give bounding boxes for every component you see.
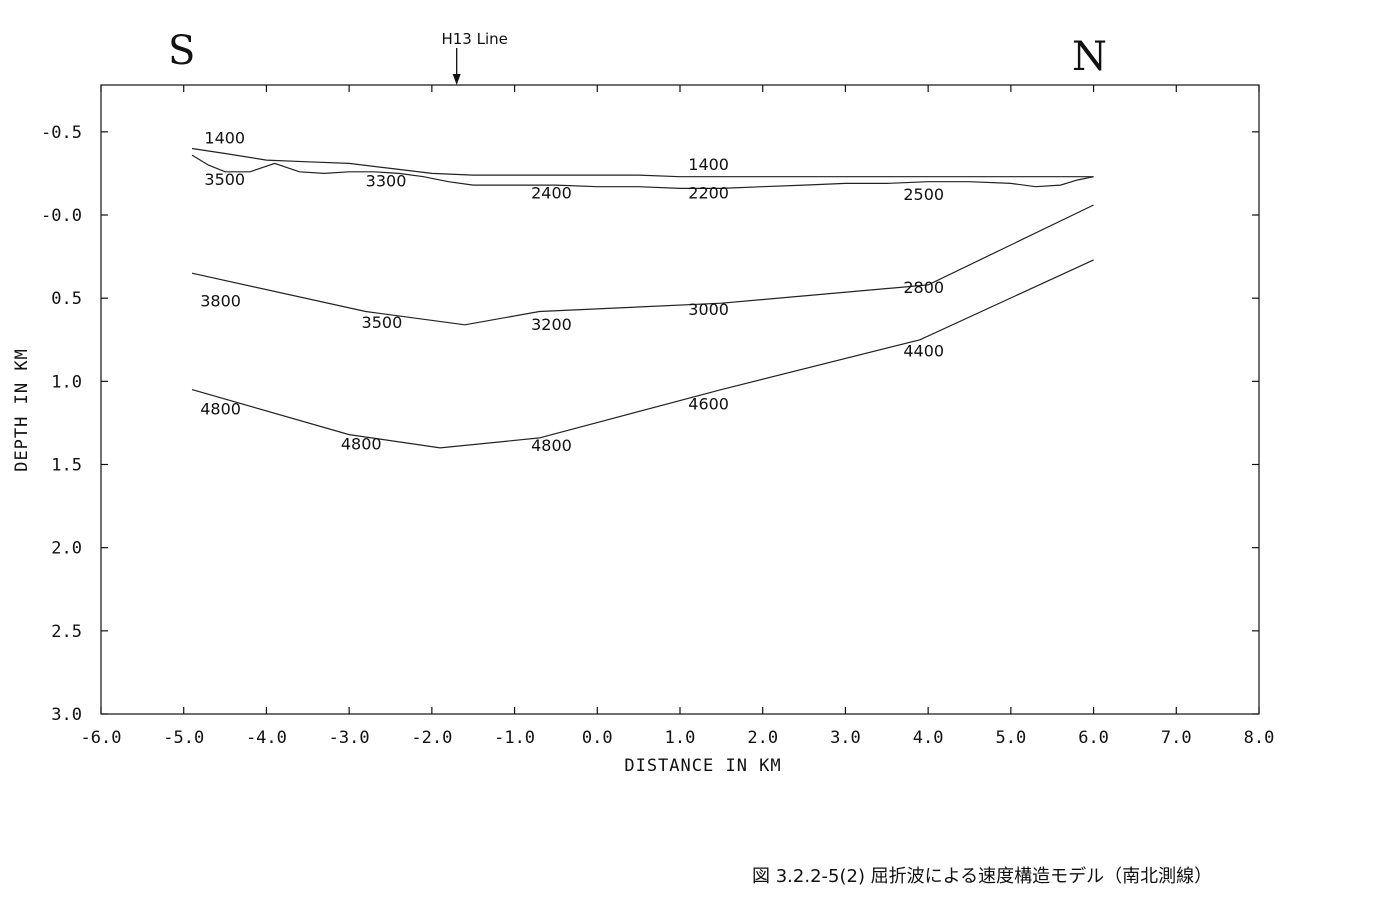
y-tick-label: 2.5 bbox=[51, 622, 82, 642]
x-tick-label: 2.0 bbox=[747, 728, 778, 748]
x-tick-label: -2.0 bbox=[411, 728, 452, 748]
x-tick-label: 8.0 bbox=[1244, 728, 1275, 748]
x-tick-label: 7.0 bbox=[1161, 728, 1192, 748]
y-tick-label: 3.0 bbox=[51, 705, 82, 725]
velocity-label: 3300 bbox=[366, 172, 407, 191]
interface-line-3 bbox=[191, 204, 1094, 326]
x-tick-label: -5.0 bbox=[163, 728, 204, 748]
y-axis: -0.5 -0.0 0.5 1.0 1.5 2.0 2.5 3.0 bbox=[41, 123, 1259, 725]
x-tick-label: 0.0 bbox=[582, 728, 613, 748]
velocity-label: 3200 bbox=[531, 315, 572, 334]
velocity-label: 1400 bbox=[204, 128, 245, 147]
y-tick-label: 0.5 bbox=[51, 289, 82, 309]
h13-line-marker: H13 Line bbox=[441, 30, 508, 85]
x-tick-label: -6.0 bbox=[81, 728, 122, 748]
y-tick-label: -0.0 bbox=[41, 206, 82, 226]
y-tick-label: 2.0 bbox=[51, 539, 82, 559]
x-axis-label: DISTANCE IN KM bbox=[624, 756, 781, 776]
interface-lines bbox=[191, 147, 1094, 449]
velocity-label: 1400 bbox=[688, 155, 729, 174]
velocity-label: 4800 bbox=[341, 435, 382, 454]
velocity-label: 4800 bbox=[200, 400, 241, 419]
velocity-label: 3500 bbox=[204, 170, 245, 189]
y-tick-label: 1.5 bbox=[51, 456, 82, 476]
y-axis-label: DEPTH IN KM bbox=[12, 348, 32, 472]
velocity-labels: 1400 3500 3300 1400 2400 2200 2500 3800 3500 3200… bbox=[200, 128, 944, 455]
velocity-label: 2200 bbox=[688, 183, 729, 202]
north-direction-label: N bbox=[1072, 34, 1107, 80]
y-tick-label: 1.0 bbox=[51, 372, 82, 392]
interface-line-4 bbox=[191, 259, 1094, 449]
velocity-label: 4800 bbox=[531, 436, 572, 455]
velocity-label: 3800 bbox=[200, 291, 241, 310]
velocity-label: 3000 bbox=[688, 300, 729, 319]
h13-line-label: H13 Line bbox=[441, 30, 507, 48]
velocity-label: 3500 bbox=[362, 313, 403, 332]
velocity-label: 2400 bbox=[531, 183, 572, 202]
figure-caption: 図 3.2.2-5(2) 屈折波による速度構造モデル（南北測線） bbox=[752, 866, 1213, 887]
y-tick-label: -0.5 bbox=[41, 123, 82, 143]
velocity-label: 4600 bbox=[688, 395, 729, 414]
velocity-label: 4400 bbox=[903, 341, 944, 360]
south-direction-label: S bbox=[168, 28, 195, 74]
x-tick-label: 4.0 bbox=[913, 728, 944, 748]
x-tick-label: 5.0 bbox=[995, 728, 1026, 748]
marker-arrow-head bbox=[452, 74, 461, 85]
x-tick-label: 3.0 bbox=[830, 728, 861, 748]
x-tick-label: 1.0 bbox=[665, 728, 696, 748]
x-tick-label: 6.0 bbox=[1078, 728, 1109, 748]
x-tick-label: -3.0 bbox=[329, 728, 370, 748]
x-tick-label: -4.0 bbox=[246, 728, 287, 748]
x-axis: -6.0 -5.0 -4.0 -3.0 -2.0 -1.0 0.0 1.0 2.0 3.0 4.0 5… bbox=[81, 85, 1275, 748]
velocity-label: 2800 bbox=[903, 278, 944, 297]
interface-line-1 bbox=[191, 147, 1094, 178]
plot-frame bbox=[100, 84, 1260, 715]
velocity-label: 2500 bbox=[903, 185, 944, 204]
x-tick-label: -1.0 bbox=[494, 728, 535, 748]
interface-line-2 bbox=[191, 154, 1094, 189]
